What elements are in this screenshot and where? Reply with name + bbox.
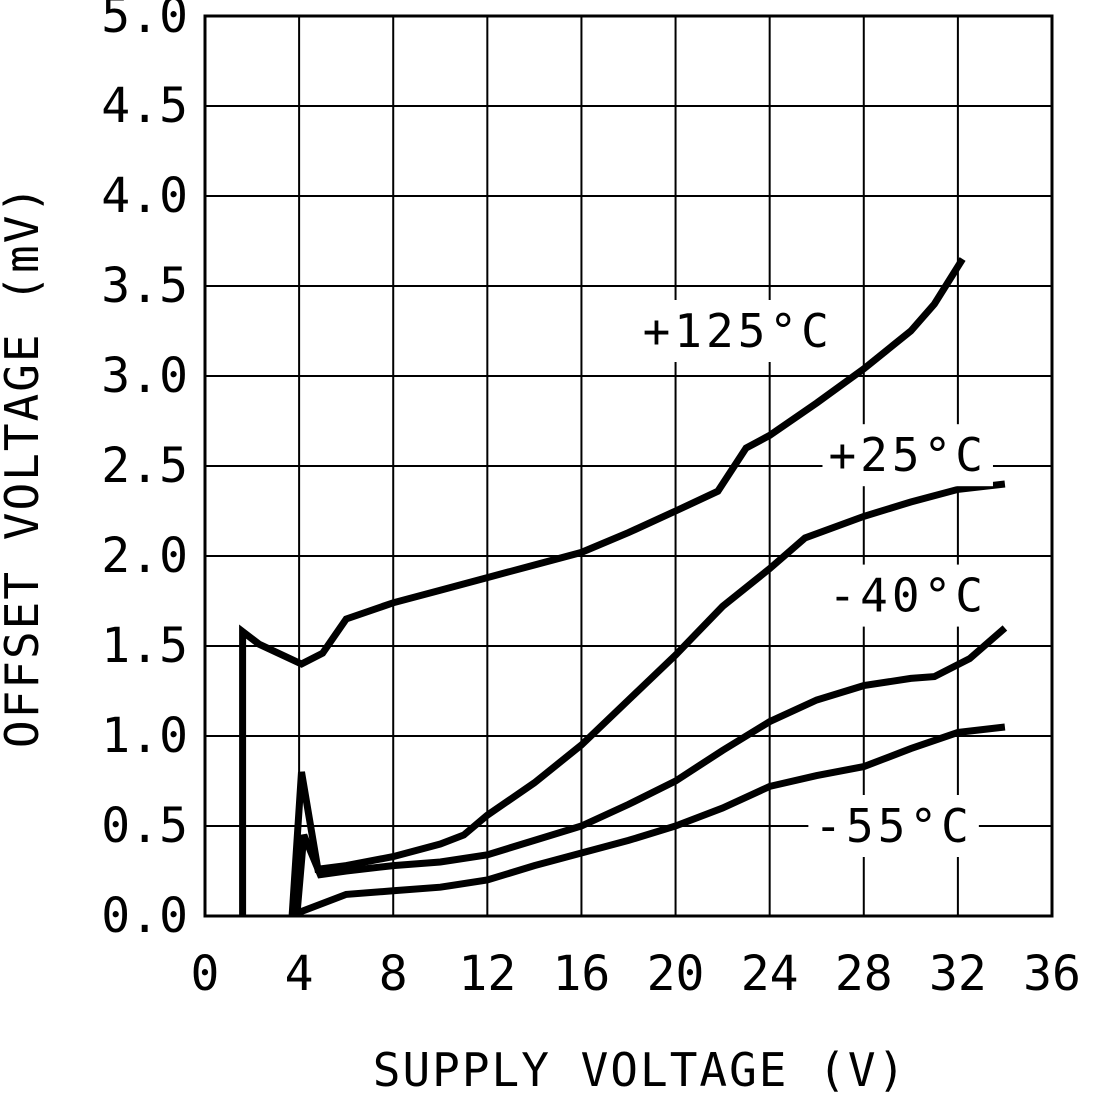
series-label: -40°C — [828, 569, 986, 623]
x-tick-label: 32 — [929, 946, 987, 1002]
series-label-bg — [808, 795, 979, 857]
y-tick-label: 3.0 — [101, 348, 188, 404]
series-label: +25°C — [828, 428, 986, 482]
curve-plus-25c — [288, 480, 1006, 917]
series-label: -55°C — [814, 799, 972, 853]
y-tick-label: 3.5 — [101, 258, 188, 314]
y-tick-label: 4.0 — [101, 168, 188, 224]
y-tick-label: 0.5 — [101, 798, 188, 854]
series-label: +125°C — [643, 304, 833, 358]
x-tick-label: 8 — [379, 946, 408, 1002]
y-axis-title: OFFSET VOLTAGE (mV) — [0, 184, 49, 748]
curve-minus-55c — [297, 723, 1006, 916]
series-label-bg — [636, 300, 839, 362]
x-tick-label: 28 — [835, 946, 893, 1002]
x-axis-title: SUPPLY VOLTAGE (V) — [373, 1043, 908, 1097]
y-tick-label: 1.5 — [101, 618, 188, 674]
curve-plus-125c — [239, 257, 966, 916]
plot-border — [203, 14, 1054, 918]
x-tick-label: 4 — [285, 946, 314, 1002]
y-tick-label: 1.0 — [101, 708, 188, 764]
y-tick-label: 0.0 — [101, 888, 188, 944]
x-tick-label: 0 — [191, 946, 220, 1002]
y-tick-label: 5.0 — [101, 0, 188, 44]
x-tick-label: 36 — [1023, 946, 1081, 1002]
x-tick-label: 16 — [553, 946, 611, 1002]
series-label-bg — [822, 564, 993, 627]
x-tick-label: 12 — [458, 946, 516, 1002]
y-tick-label: 4.5 — [101, 78, 188, 134]
series-layer: +125°C +25°C -40°C -55°C — [239, 257, 1008, 917]
x-tick-label: 24 — [741, 946, 799, 1002]
y-tick-label: 2.5 — [101, 438, 188, 494]
x-tick-label: 20 — [647, 946, 705, 1002]
tick-layer: 0 4 8 12 16 20 24 28 32 36 0.0 0.5 1.0 1.5 2.0 2.5 3.0 3.… — [101, 0, 1081, 1002]
curve-minus-40c — [293, 625, 1008, 917]
series-label-bg — [822, 424, 993, 487]
y-tick-label: 2.0 — [101, 528, 188, 584]
